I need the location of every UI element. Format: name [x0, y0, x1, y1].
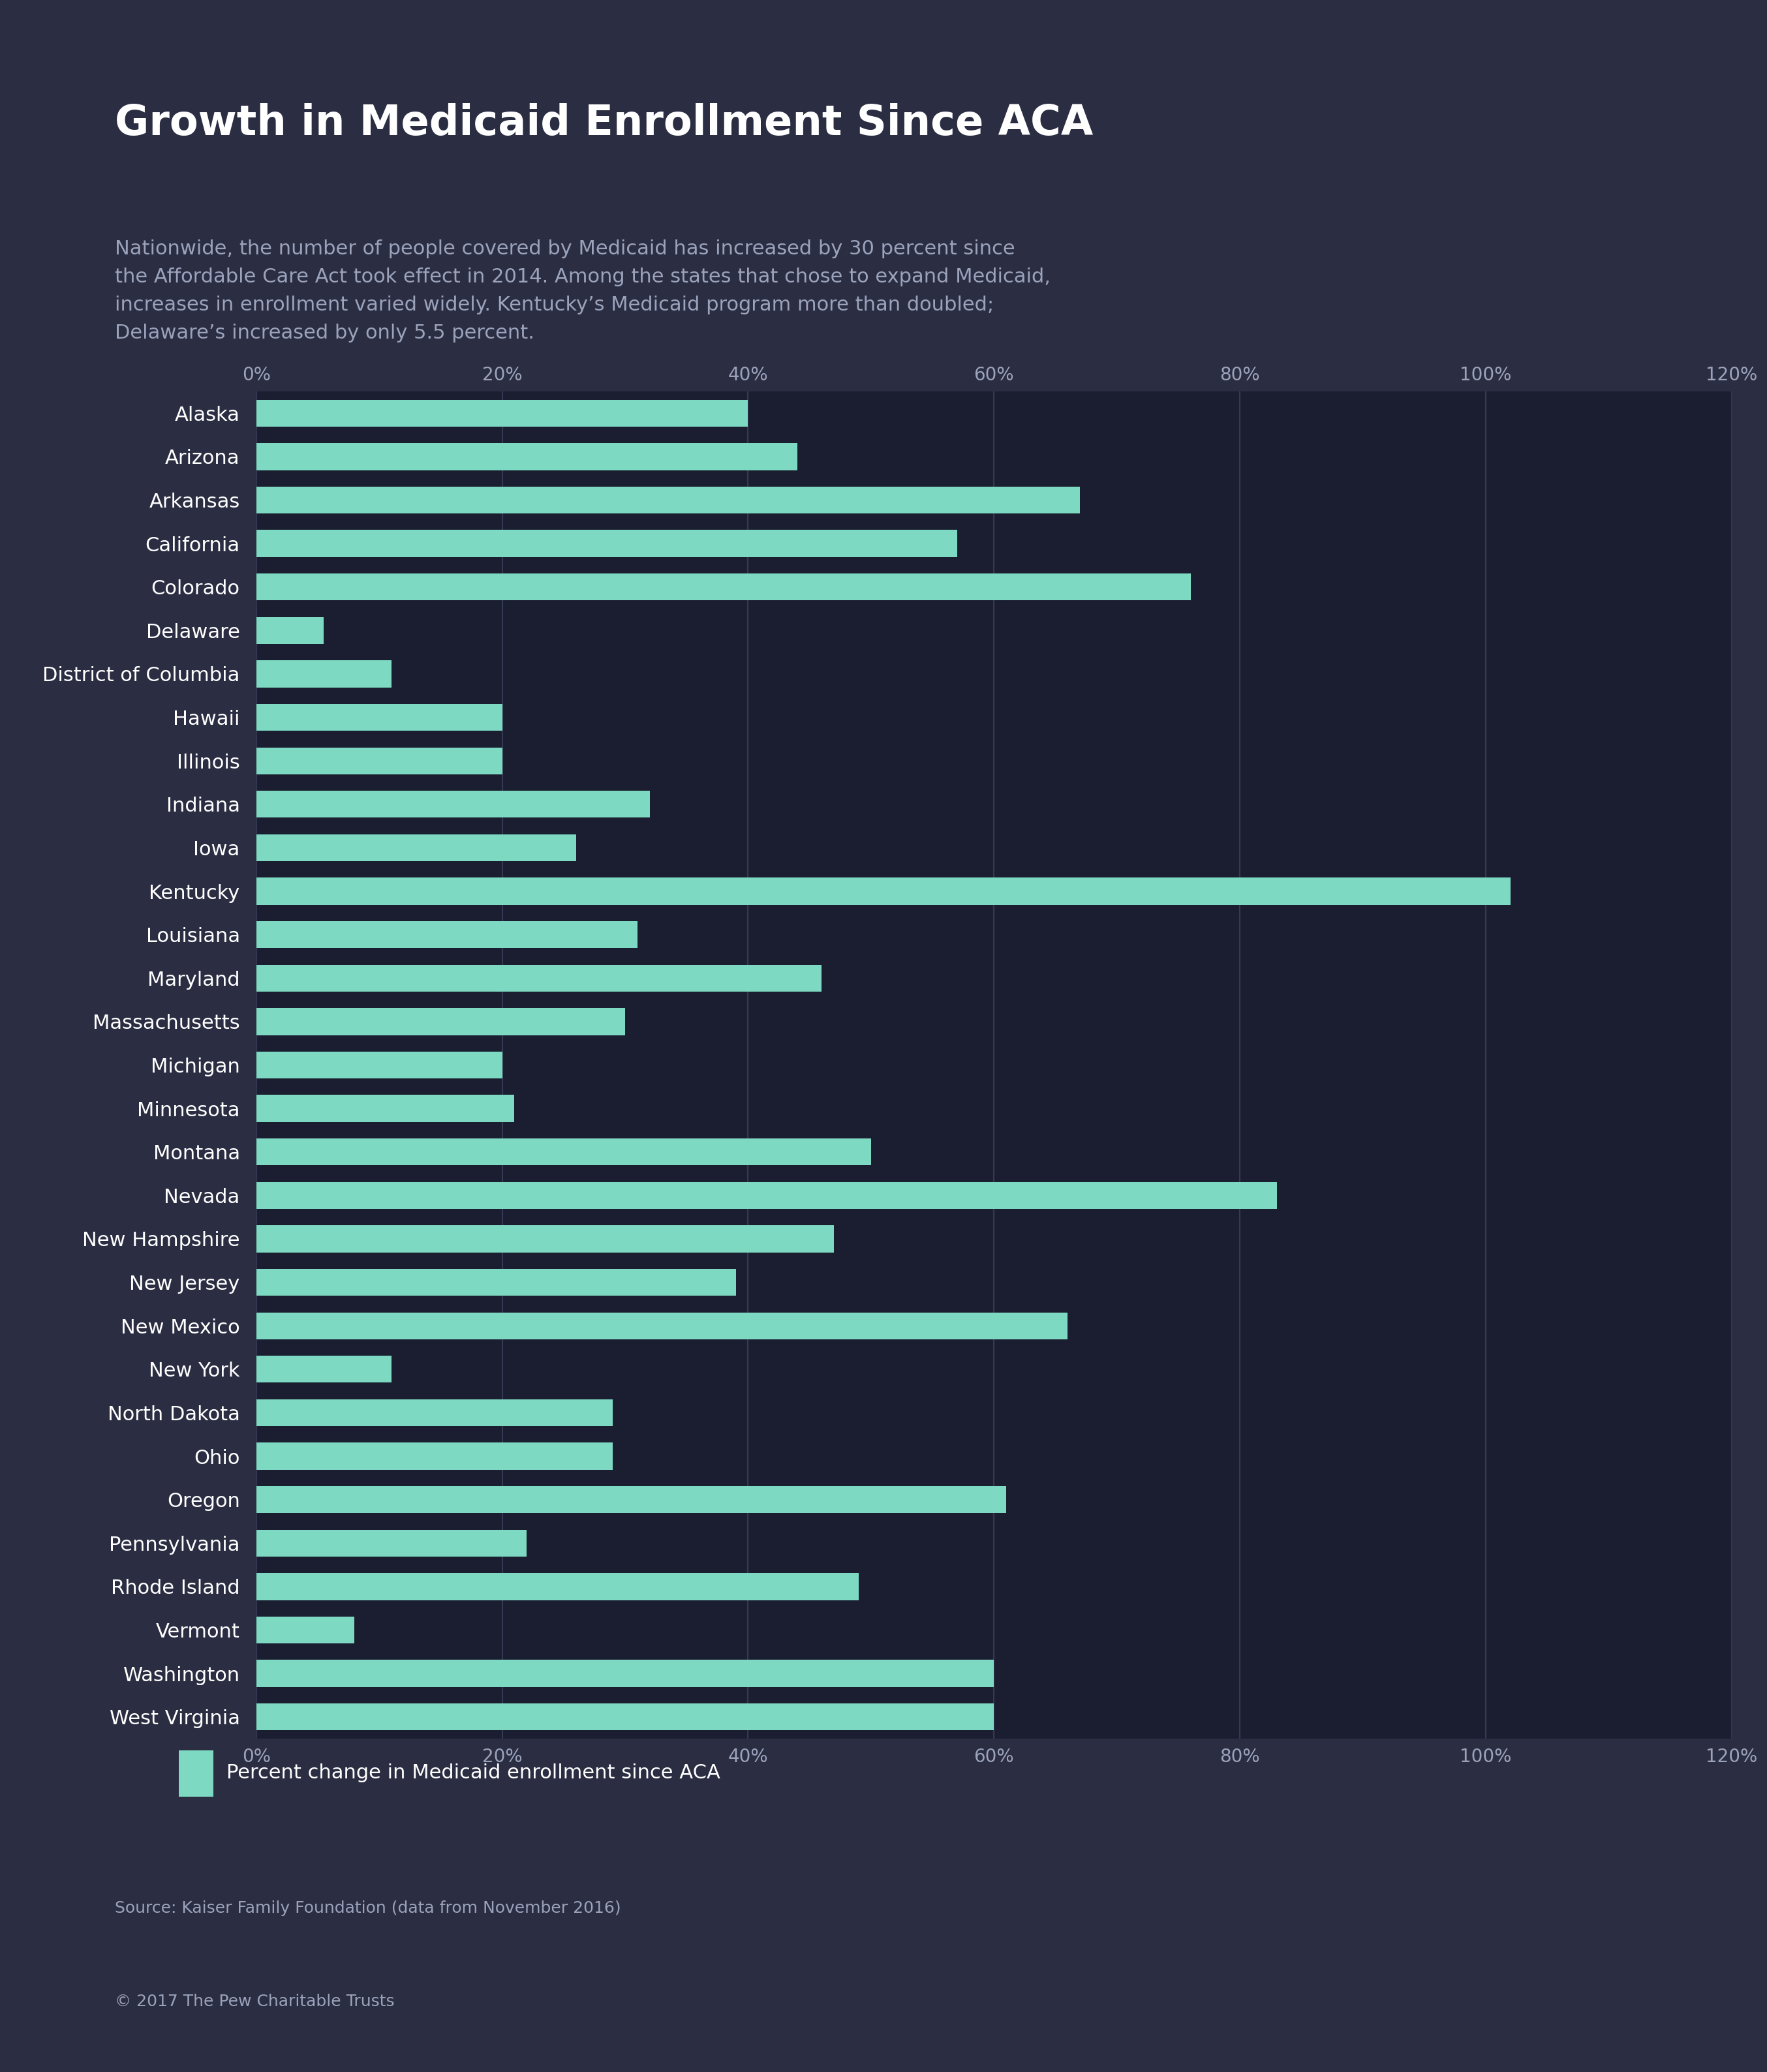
Bar: [256, 1094, 514, 1121]
Bar: [256, 1399, 613, 1426]
Bar: [256, 1053, 502, 1080]
Bar: [256, 748, 502, 775]
Bar: [256, 1616, 355, 1643]
Bar: [256, 1529, 527, 1556]
Bar: [256, 1181, 1278, 1208]
Text: Percent change in Medicaid enrollment since ACA: Percent change in Medicaid enrollment si…: [226, 1763, 719, 1782]
Bar: [256, 487, 1080, 514]
Bar: [256, 1268, 735, 1295]
Bar: [256, 966, 822, 992]
Bar: [256, 879, 1511, 905]
Bar: [256, 1312, 1067, 1339]
Text: Nationwide, the number of people covered by Medicaid has increased by 30 percent: Nationwide, the number of people covered…: [115, 240, 1051, 342]
Bar: [256, 617, 323, 644]
Bar: [256, 661, 392, 688]
Bar: [256, 1703, 995, 1730]
Bar: [256, 792, 650, 818]
Bar: [256, 1573, 859, 1600]
Bar: [256, 400, 747, 427]
Bar: [256, 922, 638, 949]
Bar: [256, 835, 576, 862]
Bar: [256, 1442, 613, 1469]
Bar: [256, 1225, 834, 1251]
Bar: [256, 1009, 626, 1036]
Text: Source: Kaiser Family Foundation (data from November 2016): Source: Kaiser Family Foundation (data f…: [115, 1900, 620, 1917]
Bar: [256, 443, 797, 470]
Bar: [256, 1486, 1005, 1513]
Bar: [256, 704, 502, 731]
Bar: [256, 574, 1191, 601]
Bar: [178, 1751, 214, 1796]
Bar: [256, 1355, 392, 1382]
Bar: [256, 530, 958, 557]
Bar: [256, 1138, 871, 1164]
Bar: [256, 1660, 995, 1687]
Text: Growth in Medicaid Enrollment Since ACA: Growth in Medicaid Enrollment Since ACA: [115, 104, 1094, 143]
Text: © 2017 The Pew Charitable Trusts: © 2017 The Pew Charitable Trusts: [115, 1993, 394, 2010]
